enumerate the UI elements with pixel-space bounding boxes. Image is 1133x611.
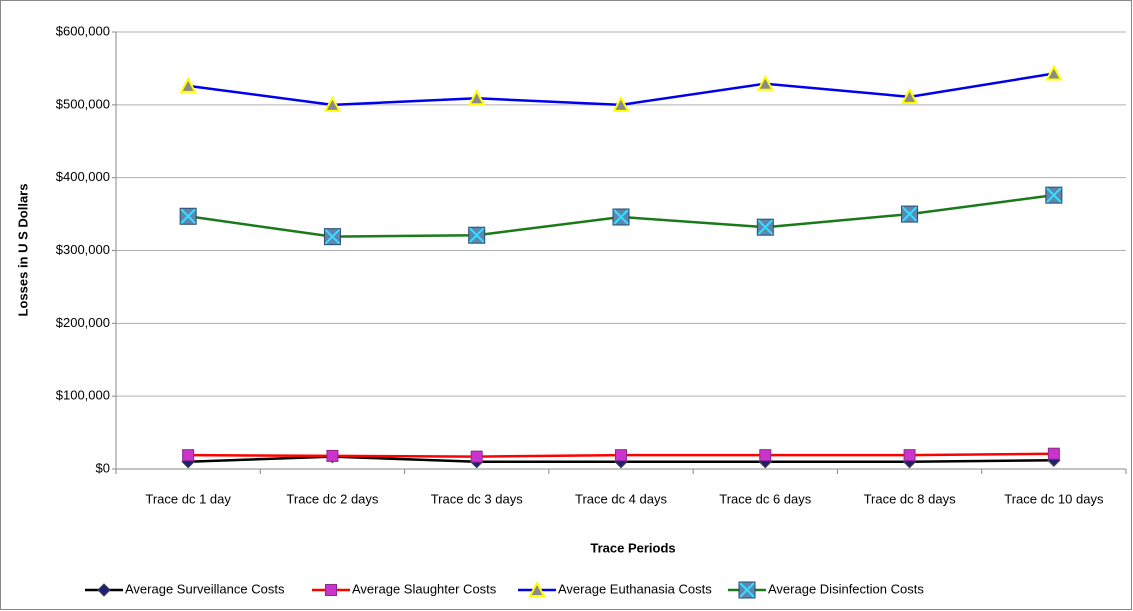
marker: [1045, 64, 1063, 81]
marker-shape: [615, 449, 627, 462]
marker-cross: [469, 227, 485, 243]
x-tick-label: Trace dc 8 days: [864, 491, 957, 506]
marker-shape: [1047, 447, 1060, 460]
marker-shape: [900, 87, 919, 104]
marker: [738, 581, 756, 599]
marker-shape: [468, 89, 486, 106]
x-tick-label: Trace dc 2 days: [286, 491, 379, 506]
marker: [468, 89, 486, 106]
marker: [900, 87, 919, 104]
marker-shape: [326, 449, 339, 462]
marker: [179, 207, 197, 225]
marker: [326, 449, 339, 462]
x-tick-label: Trace dc 1 day: [145, 491, 231, 506]
marker-shape: [182, 449, 195, 462]
y-tick-label: $200,000: [56, 315, 110, 330]
marker-shape: [470, 450, 483, 463]
marker-cross: [324, 228, 341, 245]
y-tick-label: $100,000: [56, 388, 110, 403]
marker: [756, 218, 774, 236]
marker: [179, 76, 197, 93]
marker: [612, 95, 630, 112]
marker: [615, 449, 627, 462]
y-tick-label: $300,000: [56, 242, 110, 257]
marker-cross: [901, 206, 918, 222]
marker: [323, 228, 341, 246]
marker: [901, 205, 919, 223]
marker-shape: [325, 584, 337, 596]
marker-cross: [613, 209, 629, 225]
marker: [1045, 186, 1063, 204]
marker: [612, 208, 630, 226]
x-tick-label: Trace dc 6 days: [719, 491, 812, 506]
y-tick-label: $500,000: [56, 96, 110, 111]
marker-cross: [739, 582, 755, 598]
marker-cross: [1046, 187, 1062, 203]
y-tick-label: $400,000: [56, 169, 110, 184]
marker: [468, 226, 486, 244]
marker-shape: [97, 583, 111, 597]
x-tick-label: Trace dc 4 days: [575, 491, 668, 506]
legend-label: Average Euthanasia Costs: [558, 581, 712, 596]
marker-shape: [1045, 64, 1063, 81]
marker-shape: [756, 74, 774, 91]
marker: [470, 450, 483, 463]
marker: [97, 583, 111, 597]
marker: [903, 449, 916, 462]
marker: [182, 449, 195, 462]
y-tick-label: $600,000: [56, 23, 110, 38]
marker-shape: [179, 76, 197, 93]
marker-shape: [903, 449, 916, 462]
marker-cross: [757, 219, 773, 235]
marker: [323, 95, 342, 112]
marker-shape: [323, 95, 342, 112]
x-tick-label: Trace dc 3 days: [431, 491, 524, 506]
marker: [759, 449, 772, 462]
marker-cross: [180, 208, 196, 224]
y-tick-label: $0: [96, 460, 110, 475]
legend-label: Average Surveillance Costs: [125, 581, 285, 596]
y-axis-title: Losses in U S Dollars: [15, 184, 30, 317]
x-tick-label: Trace dc 10 days: [1004, 491, 1104, 506]
legend-label: Average Disinfection Costs: [768, 581, 924, 596]
legend-label: Average Slaughter Costs: [352, 581, 497, 596]
marker: [1047, 447, 1060, 460]
marker: [528, 580, 546, 597]
marker: [325, 584, 337, 596]
marker-shape: [528, 580, 546, 597]
marker: [756, 74, 774, 91]
marker-shape: [759, 449, 772, 462]
marker-shape: [612, 95, 630, 112]
x-axis-title: Trace Periods: [590, 540, 675, 555]
